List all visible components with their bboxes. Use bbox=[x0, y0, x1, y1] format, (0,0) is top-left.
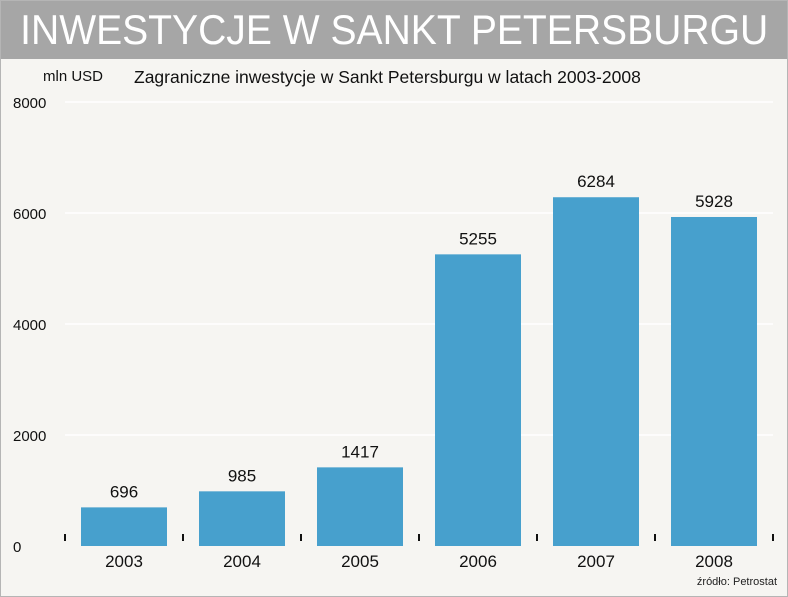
data-label: 1417 bbox=[341, 442, 379, 461]
y-tick-label: 4000 bbox=[13, 317, 46, 334]
data-label: 5928 bbox=[695, 192, 733, 211]
chart-title: Zagraniczne inwestycje w Sankt Petersbur… bbox=[134, 67, 641, 87]
y-tick-label: 0 bbox=[13, 539, 21, 556]
x-tick-label: 2003 bbox=[105, 552, 143, 571]
title-banner: INWESTYCJE W SANKT PETERSBURGU bbox=[1, 1, 787, 59]
data-label: 985 bbox=[228, 466, 256, 485]
x-tick-label: 2008 bbox=[695, 552, 733, 571]
bar bbox=[671, 216, 757, 546]
y-tick-label: 2000 bbox=[13, 428, 46, 445]
data-label: 696 bbox=[110, 482, 138, 501]
bar bbox=[199, 491, 285, 546]
x-tick-label: 2006 bbox=[459, 552, 497, 571]
banner-title: INWESTYCJE W SANKT PETERSBURGU bbox=[19, 6, 769, 53]
y-tick-label: 8000 bbox=[13, 95, 46, 112]
source-note: źródło: Petrostat bbox=[696, 576, 777, 588]
data-label: 5255 bbox=[459, 229, 497, 248]
bar bbox=[317, 467, 403, 546]
data-label: 6284 bbox=[577, 172, 615, 191]
y-axis-unit-label: mln USD bbox=[43, 68, 104, 85]
x-tick-label: 2004 bbox=[223, 552, 261, 571]
bar bbox=[81, 507, 167, 546]
x-tick-label: 2007 bbox=[577, 552, 615, 571]
x-tick-label: 2005 bbox=[341, 552, 379, 571]
bar bbox=[435, 254, 521, 546]
y-tick-label: 6000 bbox=[13, 206, 46, 223]
bar bbox=[553, 197, 639, 546]
